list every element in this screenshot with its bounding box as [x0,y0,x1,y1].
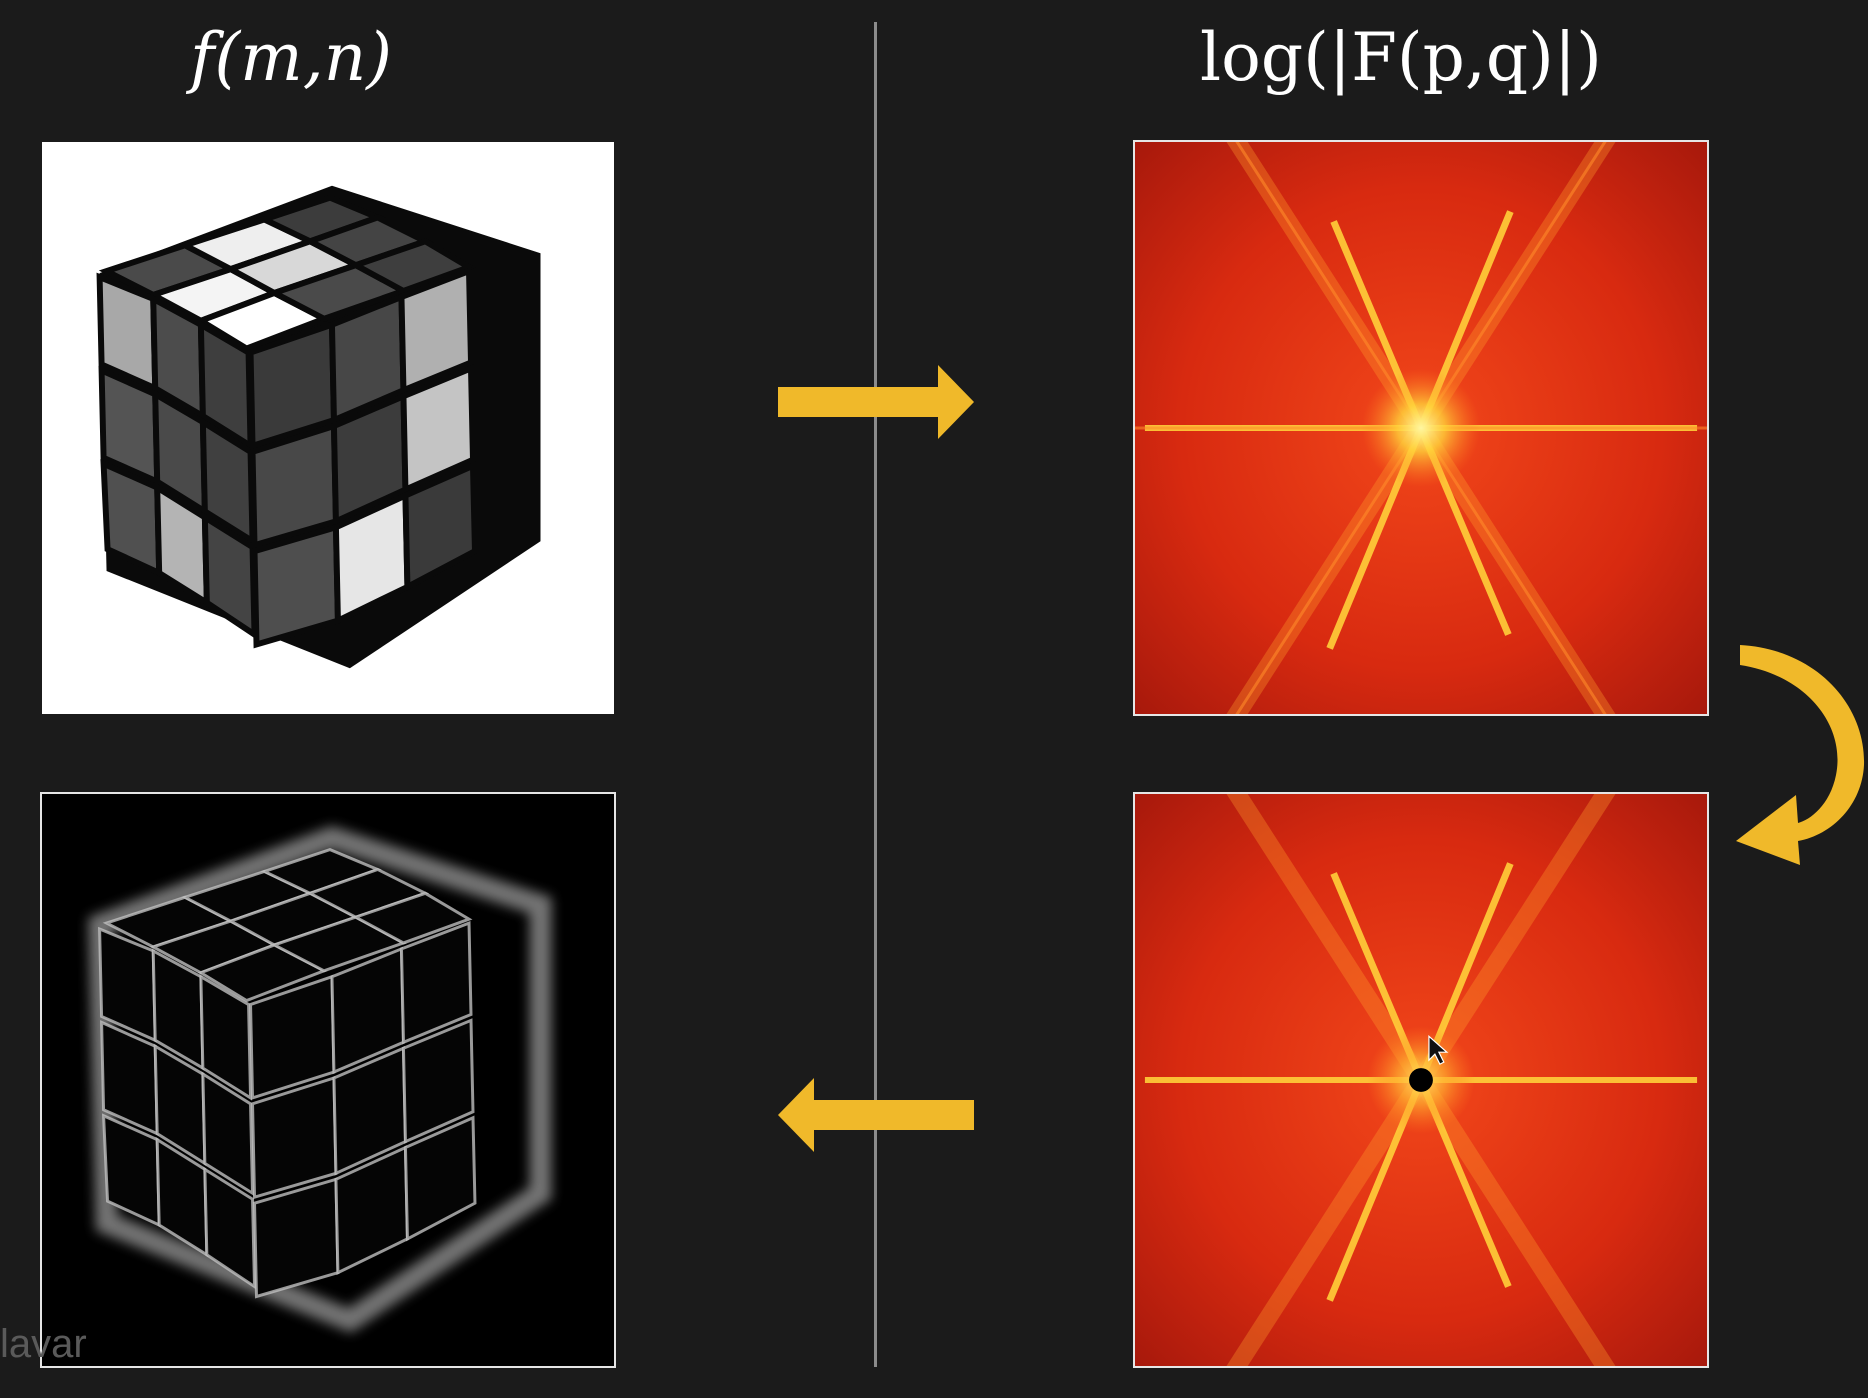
forward-arrow-icon [778,365,974,439]
spatial-domain-label: f(m,n) [190,19,392,96]
original-image-panel [42,142,614,714]
curved-arrow-icon [1736,645,1865,865]
fft-spectrum-panel [1133,140,1709,716]
center-divider [874,22,877,1367]
inverse-arrow-icon [778,1078,974,1152]
high-pass-result-panel [40,792,616,1368]
watermark-text: lavar [0,1322,87,1366]
spectrum-with-dc-removed [1135,794,1707,1366]
rubiks-cube-edges-image [42,794,614,1366]
dc-mask-dot [1409,1068,1433,1092]
log-magnitude-spectrum [1135,142,1707,714]
frequency-domain-label: log(|F(p,q)|) [1200,19,1602,96]
rubiks-cube-image [44,144,612,712]
mouse-cursor-icon [1428,1034,1449,1065]
filtered-spectrum-panel [1133,792,1709,1368]
